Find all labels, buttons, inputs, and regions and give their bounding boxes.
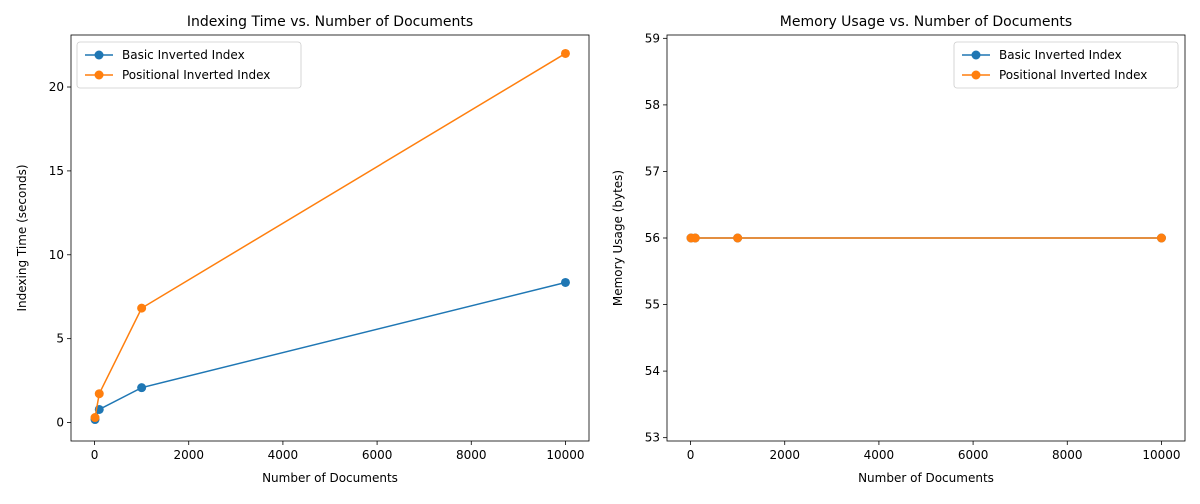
y-axis-label: Indexing Time (seconds)	[15, 165, 29, 312]
data-point	[90, 413, 100, 423]
x-tick-label: 4000	[268, 448, 299, 462]
data-point	[690, 233, 700, 243]
y-tick-label: 58	[645, 98, 660, 112]
y-tick-label: 55	[645, 298, 660, 312]
y-tick-label: 59	[645, 31, 660, 45]
legend-label: Positional Inverted Index	[122, 68, 270, 82]
legend-label: Positional Inverted Index	[999, 68, 1147, 82]
data-point	[94, 389, 104, 399]
legend-box	[76, 41, 302, 89]
y-tick-label: 5	[56, 332, 64, 346]
x-tick-label: 6000	[958, 448, 989, 462]
y-tick-label: 0	[56, 416, 64, 430]
x-tick-label: 10000	[1142, 448, 1180, 462]
x-tick-label: 8000	[1052, 448, 1083, 462]
series-line-2	[94, 52, 566, 418]
legend-label: Basic Inverted Index	[999, 48, 1122, 62]
chart-panel-2: Memory Usage vs. Number of Documents 0 200…	[611, 14, 1186, 485]
data-point	[137, 383, 147, 393]
plot-frame	[70, 34, 590, 442]
legend-marker	[94, 50, 104, 60]
y-tick-label: 56	[645, 231, 660, 245]
legend-box	[953, 41, 1179, 89]
y-tick-label: 57	[645, 164, 660, 178]
legend-marker	[971, 70, 981, 80]
x-tick-label: 6000	[362, 448, 393, 462]
x-tick-label: 4000	[864, 448, 895, 462]
data-point	[560, 48, 570, 58]
y-tick-label: 15	[49, 164, 64, 178]
x-axis-label: Number of Documents	[858, 471, 994, 485]
series-line-1	[94, 281, 566, 420]
y-tick-label: 10	[49, 248, 64, 262]
legend-marker	[971, 50, 981, 60]
y-axis-label: Memory Usage (bytes)	[611, 170, 625, 306]
chart-panel-1: Indexing Time vs. Number of Documents 0 20…	[15, 14, 590, 485]
legend-marker	[94, 70, 104, 80]
y-tick-label: 20	[49, 80, 64, 94]
x-tick-label: 10000	[546, 448, 584, 462]
legend-label: Basic Inverted Index	[122, 48, 245, 62]
x-tick-label: 0	[91, 448, 99, 462]
legend: Basic Inverted Index Positional Inverted …	[76, 41, 302, 89]
x-tick-label: 2000	[769, 448, 800, 462]
x-tick-label: 2000	[173, 448, 204, 462]
chart-title: Indexing Time vs. Number of Documents	[187, 14, 473, 30]
data-point	[137, 303, 147, 313]
y-tick-label: 53	[645, 431, 660, 445]
legend: Basic Inverted Index Positional Inverted …	[953, 41, 1179, 89]
x-tick-label: 8000	[456, 448, 487, 462]
data-point	[733, 233, 743, 243]
chart-title: Memory Usage vs. Number of Documents	[780, 14, 1072, 30]
data-point	[560, 277, 570, 287]
x-axis-label: Number of Documents	[262, 471, 398, 485]
y-tick-label: 54	[645, 364, 660, 378]
data-point	[1156, 233, 1166, 243]
x-tick-label: 0	[687, 448, 695, 462]
